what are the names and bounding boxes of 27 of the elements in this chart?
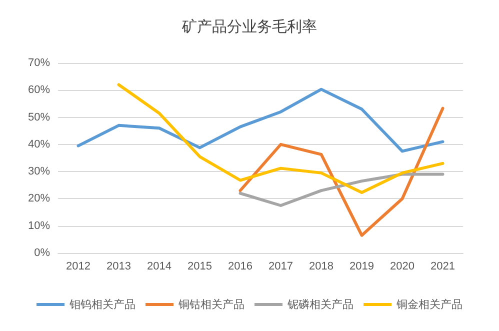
chart-title: 矿产品分业务毛利率 [181, 18, 317, 36]
legend-label: 钼钨相关产品 [68, 298, 136, 311]
line-series [117, 83, 444, 194]
x-tick-label: 2019 [350, 260, 374, 272]
legend-label: 铌磷相关产品 [286, 298, 354, 311]
x-tick-label: 2017 [268, 260, 293, 272]
line-series [76, 88, 444, 153]
legend-label: 铜金相关产品 [396, 298, 462, 311]
x-tick-label: 2014 [147, 260, 172, 272]
y-tick-label: 20% [28, 192, 50, 205]
y-tick-label: 10% [28, 220, 50, 232]
y-tick-label: 0% [34, 247, 50, 259]
x-tick-label: 2021 [430, 260, 455, 272]
y-tick-label: 30% [28, 166, 50, 178]
x-tick-label: 2012 [66, 260, 90, 272]
x-tick-label: 2020 [390, 260, 414, 272]
y-tick-label: 40% [28, 138, 50, 150]
legend-label: 铜钴相关产品 [178, 298, 244, 311]
y-tick-label: 70% [28, 57, 50, 69]
x-tick-label: 2016 [228, 260, 252, 272]
line-series [238, 172, 444, 207]
x-tick-label: 2013 [106, 260, 131, 272]
y-tick-label: 60% [28, 84, 50, 96]
line-series [238, 106, 444, 237]
x-tick-label: 2018 [309, 260, 334, 272]
y-tick-label: 50% [28, 111, 50, 124]
x-tick-label: 2015 [188, 260, 212, 272]
